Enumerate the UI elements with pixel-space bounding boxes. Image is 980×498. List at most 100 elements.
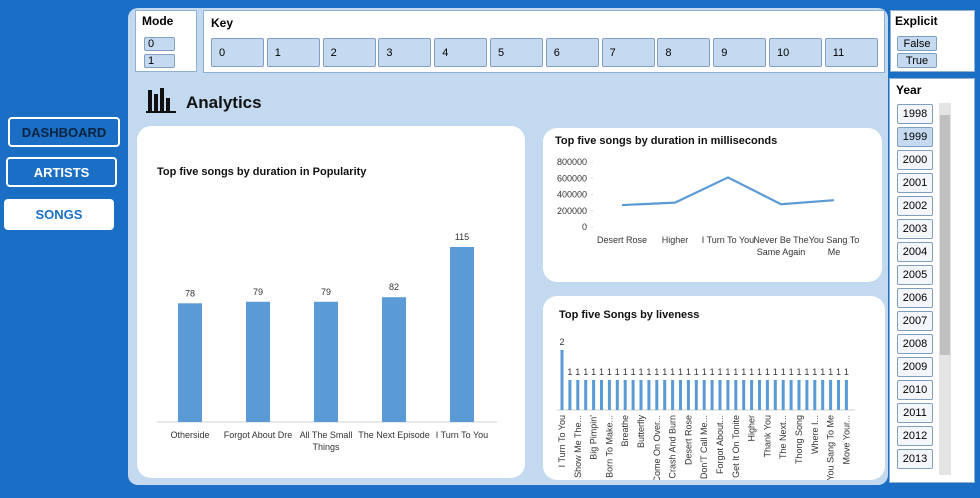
slicer-item[interactable]: 2006 — [897, 288, 933, 308]
x-tick-label: Born To Make... — [604, 415, 614, 478]
bar — [655, 380, 659, 410]
slicer-item[interactable]: 0 — [144, 37, 175, 51]
slicer-item[interactable]: 1 — [266, 38, 320, 67]
icon-bar — [160, 88, 164, 112]
slicer-item[interactable]: 8 — [657, 38, 711, 67]
slicer-item[interactable]: 1999 — [897, 127, 933, 147]
y-tick-label: 800000 — [557, 157, 587, 167]
slicer-item[interactable]: 1998 — [897, 104, 933, 124]
slicer-item[interactable]: 2003 — [897, 219, 933, 239]
x-tick-label: You Sang To Me — [808, 235, 860, 257]
bar — [821, 380, 825, 410]
y-tick-label: 400000 — [557, 190, 587, 200]
bar — [837, 380, 840, 410]
data-label: 1 — [567, 367, 572, 377]
page-title: Analytics — [186, 93, 262, 112]
x-tick-label: Move Your... — [841, 415, 851, 465]
slicer-item[interactable]: 0 — [211, 38, 264, 67]
bar — [246, 301, 270, 422]
slicer-item[interactable]: 2010 — [897, 380, 933, 400]
nav-button[interactable]: SONGS — [4, 199, 114, 230]
slicer-item[interactable]: 7 — [601, 38, 655, 67]
bar — [592, 380, 596, 410]
data-label: 1 — [733, 367, 738, 377]
data-label: 79 — [253, 287, 263, 297]
slicer-title: Mode — [142, 14, 174, 28]
bar — [671, 380, 675, 410]
icon-bar — [154, 94, 158, 112]
x-tick-label: Forgot About... — [715, 415, 725, 474]
bar — [623, 380, 627, 410]
chart-card: 0 200000 400000 600000 800000 Top five songs … — [543, 128, 882, 282]
bar — [758, 380, 761, 410]
x-tick-label: Where I... — [810, 415, 820, 454]
bar — [702, 380, 706, 410]
bar — [679, 380, 682, 410]
data-label: 1 — [725, 367, 730, 377]
slicer-item[interactable]: 2004 — [897, 242, 933, 262]
slicer-item[interactable]: 2008 — [897, 334, 933, 354]
slicer-title: Key — [211, 16, 234, 30]
bar — [450, 247, 474, 422]
data-label: 1 — [599, 367, 604, 377]
bar — [718, 380, 722, 410]
chart-title: Top five Songs by liveness — [559, 309, 700, 321]
slicer-item[interactable]: 10 — [769, 38, 822, 67]
x-tick-label: Come On Over... — [652, 415, 662, 480]
slicer-item[interactable]: 2005 — [897, 265, 933, 285]
chart: 0 200000 400000 600000 800000 — [557, 157, 835, 232]
bar — [781, 380, 785, 410]
nav-button[interactable]: DASHBOARD — [8, 117, 120, 147]
year-slicer: Year 1998 1999 2000 2001 2002 2003 2004 2005 2006… — [889, 78, 975, 483]
bar — [560, 350, 564, 410]
bar — [663, 380, 667, 410]
x-tick-label: Higher — [747, 415, 757, 442]
slicer-item[interactable]: 2011 — [897, 403, 933, 423]
bar — [600, 380, 603, 410]
data-label: 1 — [812, 367, 817, 377]
bar — [813, 380, 817, 410]
slicer-item[interactable]: 9 — [713, 38, 767, 67]
chart-title: Top five songs by duration in Popularity — [157, 166, 367, 178]
data-label: 1 — [583, 367, 588, 377]
slicer-item[interactable]: 2 — [322, 38, 376, 67]
nav-button[interactable]: ARTISTS — [6, 157, 117, 187]
slicer-item[interactable]: True — [897, 53, 937, 68]
x-tick-label: You Sang To Me — [826, 415, 836, 480]
x-tick-label: All The Small Things — [299, 430, 353, 452]
slicer-item[interactable]: 5 — [490, 38, 543, 67]
slicer-item[interactable]: 2012 — [897, 426, 933, 446]
data-label: 1 — [591, 367, 596, 377]
scroll-thumb — [940, 115, 950, 355]
data-label: 1 — [694, 367, 699, 377]
data-label: 1 — [575, 367, 580, 377]
data-label: 1 — [678, 367, 683, 377]
bar — [829, 380, 833, 410]
bar — [607, 380, 611, 410]
bar — [797, 380, 801, 410]
slicer-title: Year — [896, 83, 922, 97]
data-label: 82 — [389, 282, 399, 292]
bar — [584, 380, 588, 410]
slicer-item[interactable]: 11 — [824, 38, 878, 67]
slicer-item[interactable]: 2007 — [897, 311, 933, 331]
slicer-item[interactable]: 2009 — [897, 357, 933, 377]
slicer-item[interactable]: 1 — [144, 54, 175, 68]
bar — [750, 380, 754, 410]
line — [621, 176, 835, 207]
chart: 78 79 79 82 115 — [157, 232, 497, 423]
x-tick-label: Breathe — [620, 415, 630, 447]
x-tick-label: Otherside — [170, 430, 210, 440]
slicer-item[interactable]: 3 — [378, 38, 432, 67]
slicer-item[interactable]: False — [897, 36, 937, 51]
slicer-item[interactable]: 4 — [434, 38, 488, 67]
slicer-item[interactable]: 6 — [545, 38, 599, 67]
slicer-item[interactable]: 2000 — [897, 150, 933, 170]
slicer-item[interactable]: 2002 — [897, 196, 933, 216]
slicer-item[interactable]: 2001 — [897, 173, 933, 193]
data-label: 1 — [702, 367, 707, 377]
x-tick-label: I Turn To You — [557, 415, 567, 467]
bar — [382, 297, 406, 422]
slicer-item[interactable]: 2013 — [897, 449, 933, 469]
data-label: 1 — [781, 367, 786, 377]
